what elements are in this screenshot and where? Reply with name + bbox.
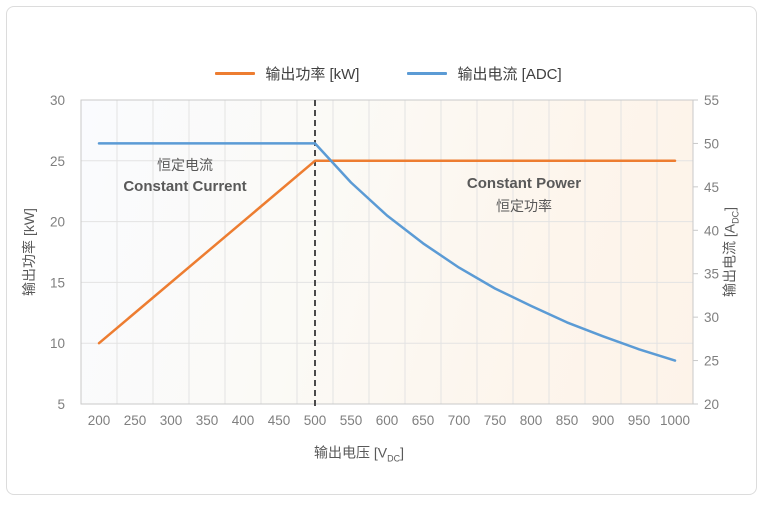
svg-text:55: 55 <box>704 93 719 108</box>
power-series-swatch <box>215 72 256 75</box>
svg-text:45: 45 <box>704 180 719 195</box>
chart-canvas: 200 250 300 350 400 450 500 550 600 650 700 750 800 8… <box>50 93 719 428</box>
chart-card: 输出功率 [kW] 输出电流 [ADC] 200 250 300 350 400 450 5… <box>6 6 757 495</box>
legend-label: 输出功率 [kW] <box>265 66 360 83</box>
svg-text:650: 650 <box>412 413 435 428</box>
svg-text:15: 15 <box>50 275 65 290</box>
plot-border <box>80 99 694 405</box>
svg-text:30: 30 <box>704 310 719 325</box>
annotation-text-zh: 恒定电流 <box>157 157 213 173</box>
legend-item-output-power: 输出功率 [kW] <box>215 63 359 84</box>
gridlines <box>80 99 694 405</box>
current-series-swatch <box>407 72 448 75</box>
series-line-output-power <box>97 159 677 345</box>
right-axis-title-text: ] <box>721 206 738 211</box>
x-axis-title-text: 输出电压 [V <box>313 444 388 461</box>
annotation-constant-current: 恒定电流 Constant Current <box>95 154 275 198</box>
svg-text:400: 400 <box>232 413 255 428</box>
svg-text:700: 700 <box>448 413 471 428</box>
svg-text:20: 20 <box>50 215 65 230</box>
plot-area-background <box>81 100 693 404</box>
svg-text:450: 450 <box>268 413 291 428</box>
x-axis-title-text: ] <box>400 444 405 461</box>
svg-text:600: 600 <box>376 413 399 428</box>
svg-text:250: 250 <box>124 413 147 428</box>
legend-item-output-current: 输出电流 [ADC] <box>407 63 562 84</box>
svg-text:30: 30 <box>50 93 65 108</box>
svg-text:900: 900 <box>592 413 615 428</box>
svg-text:40: 40 <box>704 223 719 238</box>
annotation-text-en: Constant Power <box>466 175 582 192</box>
svg-text:35: 35 <box>704 267 719 282</box>
right-axis-title-subscript: DC <box>730 210 741 224</box>
chart-legend: 输出功率 [kW] 输出电流 [ADC] <box>7 63 763 84</box>
series-line-output-current <box>97 142 677 362</box>
svg-text:300: 300 <box>160 413 183 428</box>
svg-text:550: 550 <box>340 413 363 428</box>
svg-text:25: 25 <box>50 154 65 169</box>
svg-text:750: 750 <box>484 413 507 428</box>
svg-text:850: 850 <box>556 413 579 428</box>
svg-text:50: 50 <box>704 136 719 151</box>
svg-text:20: 20 <box>704 397 719 412</box>
left-axis-tick-labels: 5 10 15 20 25 30 <box>50 93 65 412</box>
svg-text:10: 10 <box>50 336 65 351</box>
right-axis-title: 输出电流 [ADC] <box>720 207 741 297</box>
svg-text:350: 350 <box>196 413 219 428</box>
svg-text:200: 200 <box>88 413 111 428</box>
svg-text:800: 800 <box>520 413 543 428</box>
legend-label: 输出电流 [ADC] <box>457 66 562 83</box>
svg-text:500: 500 <box>304 413 327 428</box>
right-axis-tick-marks <box>693 99 698 405</box>
annotation-text-en: Constant Current <box>123 178 247 195</box>
x-axis-title-subscript: DC <box>387 453 401 464</box>
annotation-text-zh: 恒定功率 <box>496 198 552 214</box>
annotation-constant-power: Constant Power 恒定功率 <box>434 173 614 217</box>
svg-text:950: 950 <box>628 413 651 428</box>
svg-text:1000: 1000 <box>660 413 690 428</box>
left-axis-title-text: 输出功率 [kW] <box>21 208 37 296</box>
x-axis-title: 输出电压 [VDC] <box>314 443 404 464</box>
x-axis-tick-labels: 200 250 300 350 400 450 500 550 600 650 700 750 800 8… <box>88 413 690 428</box>
svg-text:25: 25 <box>704 354 719 369</box>
left-axis-title: 输出功率 [kW] <box>19 208 39 296</box>
svg-text:5: 5 <box>57 397 65 412</box>
right-axis-title-text: 输出电流 [A <box>721 223 738 298</box>
right-axis-tick-labels: 20 25 30 35 40 45 50 55 <box>704 93 719 412</box>
